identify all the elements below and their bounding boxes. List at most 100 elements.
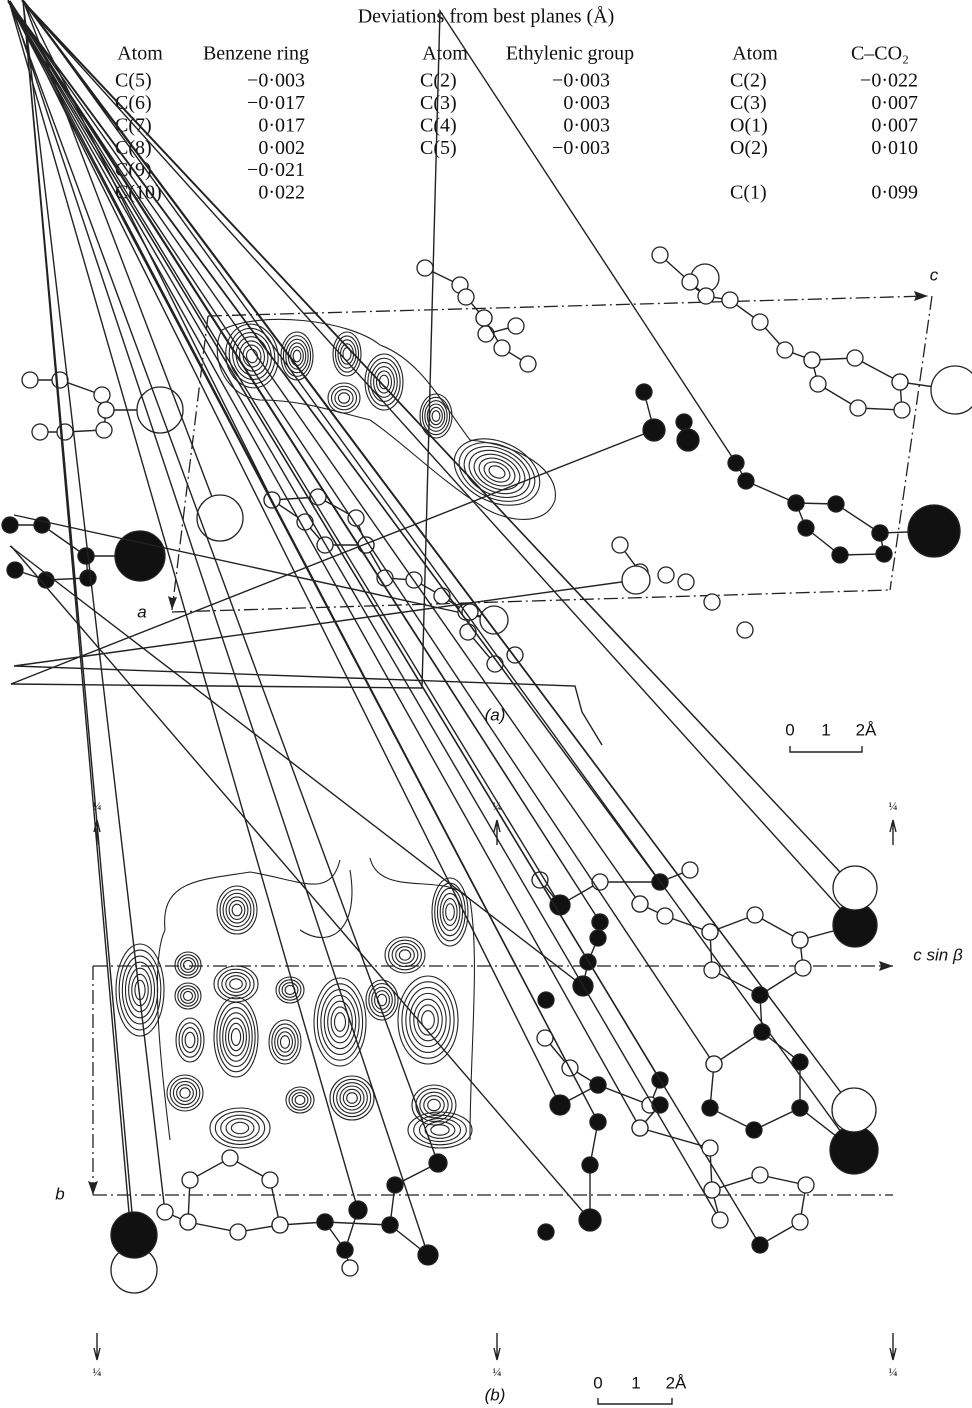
scale-label: 2Å <box>856 720 877 739</box>
contour <box>468 447 525 496</box>
atom <box>337 1242 353 1258</box>
contour <box>175 952 201 978</box>
atom <box>592 914 608 930</box>
contour <box>446 904 455 920</box>
contour <box>215 1112 264 1145</box>
atom <box>894 402 910 418</box>
atom <box>417 260 433 276</box>
atom <box>582 1157 598 1173</box>
atom <box>678 574 694 590</box>
atom-cell: O(2) <box>730 137 768 159</box>
contour <box>462 442 532 502</box>
bond <box>8 1 714 1105</box>
contour <box>410 993 446 1046</box>
atom <box>7 562 23 578</box>
contour <box>292 1093 308 1108</box>
value-cell: −0·003 <box>552 137 610 159</box>
contour <box>223 1013 250 1061</box>
atom <box>712 1212 728 1228</box>
atom <box>387 1177 403 1193</box>
atom <box>798 1177 814 1193</box>
atom <box>590 1077 606 1093</box>
contour <box>425 401 447 432</box>
atom <box>222 1150 238 1166</box>
atom-cell: C(4) <box>420 114 457 136</box>
atom <box>804 352 820 368</box>
caption: (a) <box>485 705 506 724</box>
value-cell: 0·022 <box>258 182 305 204</box>
atom <box>682 862 698 878</box>
atom <box>746 1122 762 1138</box>
contour <box>335 390 353 407</box>
contour <box>220 890 254 931</box>
atom <box>931 366 972 414</box>
contour <box>335 1013 346 1032</box>
contour <box>328 383 360 413</box>
contour <box>183 991 192 1000</box>
atom <box>2 517 18 533</box>
atom <box>612 537 628 553</box>
contour <box>232 904 242 916</box>
atom <box>704 1182 720 1198</box>
contour <box>431 1125 449 1135</box>
contour <box>338 393 349 403</box>
value-cell: −0·003 <box>247 70 305 92</box>
value-cell: 0·017 <box>258 114 305 136</box>
atom <box>197 495 243 541</box>
contour <box>180 1088 190 1098</box>
value-cell: 0·003 <box>563 92 610 114</box>
atom <box>747 907 763 923</box>
atom <box>752 1237 768 1253</box>
contour <box>321 990 359 1055</box>
contour <box>278 1032 293 1052</box>
quarter-mark: ¼ <box>889 1365 898 1379</box>
scale-label: 1 <box>821 720 830 739</box>
contour <box>443 899 457 926</box>
column-header: Ethylenic group <box>506 43 634 65</box>
column-header: Atom <box>422 43 468 65</box>
atom <box>810 376 826 392</box>
atom <box>590 930 606 946</box>
atom <box>658 567 674 583</box>
atom <box>704 962 720 978</box>
contour <box>181 958 196 973</box>
atom <box>702 1140 718 1156</box>
atom <box>676 414 692 430</box>
atom <box>317 1214 333 1230</box>
atom <box>579 1209 601 1231</box>
bond <box>710 932 803 995</box>
table: AtomBenzene ringC(5)−0·003C(6)−0·017C(7)… <box>115 43 918 204</box>
atom <box>677 429 699 451</box>
contour <box>295 1095 305 1104</box>
arrow-head <box>914 291 928 301</box>
contour <box>375 991 390 1010</box>
contour <box>406 988 450 1053</box>
atom <box>550 1095 570 1115</box>
value-cell: −0·017 <box>247 92 305 114</box>
atom <box>182 1172 198 1188</box>
contour <box>347 1093 358 1104</box>
contour <box>231 1029 240 1046</box>
atom <box>382 1217 398 1233</box>
atom <box>590 1114 606 1130</box>
atom <box>847 350 863 366</box>
contour <box>336 336 359 372</box>
contour <box>181 989 196 1004</box>
atom <box>682 274 698 290</box>
contour <box>399 950 410 960</box>
quarter-mark: ¼ <box>889 799 898 813</box>
atom <box>792 1100 808 1116</box>
atom <box>157 1204 173 1220</box>
atom <box>702 1100 718 1116</box>
value-cell: −0·003 <box>552 70 610 92</box>
axis-2fold <box>890 1333 896 1360</box>
contour <box>280 1036 289 1049</box>
contour <box>175 983 201 1009</box>
caption: (b) <box>485 1385 506 1404</box>
atom-cell: O(1) <box>730 114 768 136</box>
value-cell: 0·002 <box>258 137 305 159</box>
atom <box>80 570 96 586</box>
axis-label: c sin β <box>913 945 963 964</box>
atom <box>180 1214 196 1230</box>
atom <box>460 624 476 640</box>
